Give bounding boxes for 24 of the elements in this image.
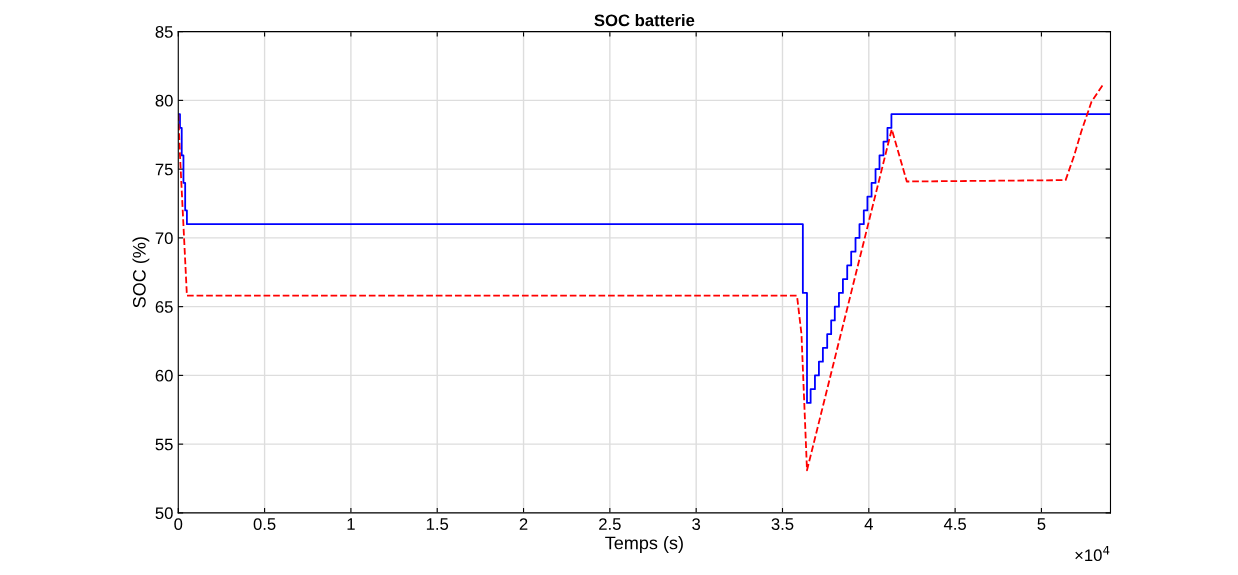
- x-tick-label: 1: [347, 518, 355, 530]
- y-tick-label: 80: [155, 94, 173, 107]
- y-tick-label: 75: [155, 163, 173, 176]
- y-tick-label: 70: [155, 232, 173, 245]
- x-tick-label: 3.5: [771, 518, 794, 530]
- x-tick-label: 3: [692, 518, 701, 530]
- y-axis-title: SOC (%): [132, 237, 150, 308]
- y-tick-label: 60: [155, 369, 173, 382]
- x-tick-label: 4.5: [943, 518, 966, 530]
- x-tick-label: 2.5: [599, 518, 621, 530]
- x-tick-label: 0.5: [253, 518, 276, 530]
- y-tick-label: 50: [155, 507, 173, 520]
- y-tick-label: 65: [155, 301, 173, 313]
- x-tick-label: 1.5: [426, 518, 449, 530]
- text: ×10$^{4}$: [1075, 546, 1110, 562]
- x-axis-title: Temps (s): [605, 536, 683, 553]
- x-tick-label: 4: [864, 518, 873, 530]
- x-tick-label: 5: [1037, 518, 1046, 530]
- y-tick-label: 55: [155, 438, 173, 451]
- chart-title: SOC batterie: [594, 13, 695, 27]
- x-tick-label: 0: [174, 518, 183, 530]
- x-tick-label: 2: [519, 518, 528, 530]
- line-series: [178, 82, 1105, 472]
- y-tick-label: 85: [155, 26, 173, 38]
